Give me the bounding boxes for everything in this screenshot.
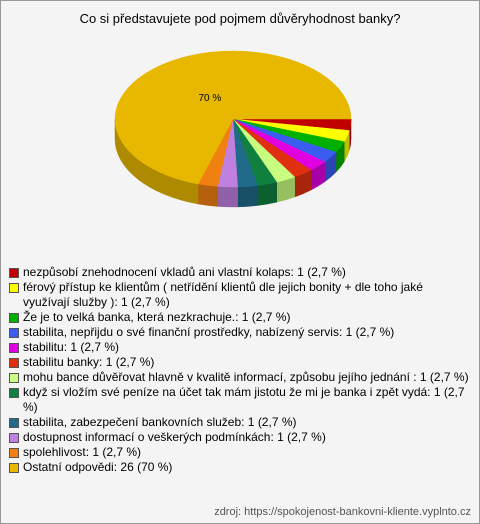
legend-swatch <box>9 313 19 323</box>
legend-item: dostupnost informací o veškerých podmínk… <box>9 430 471 445</box>
legend-label: stabilita, zabezpečení bankovních služeb… <box>23 415 297 429</box>
legend-label: stabilitu: 1 (2,7 %) <box>23 340 120 354</box>
legend-label: stabilitu banky: 1 (2,7 %) <box>23 355 155 369</box>
legend-swatch <box>9 268 19 278</box>
legend-label: stabilita, nepřijdu o své finanční prost… <box>23 325 395 339</box>
legend-swatch <box>9 373 19 383</box>
legend-label: Ostatní odpovědi: 26 (70 %) <box>23 460 173 474</box>
legend-label: dostupnost informací o veškerých podmínk… <box>23 430 326 444</box>
legend-label: spolehlivost: 1 (2,7 %) <box>23 445 142 459</box>
legend-item: stabilitu: 1 (2,7 %) <box>9 340 471 355</box>
legend-swatch <box>9 328 19 338</box>
legend: nezpůsobí znehodnocení vkladů ani vlastn… <box>9 265 471 475</box>
legend-swatch <box>9 463 19 473</box>
legend-swatch <box>9 358 19 368</box>
legend-swatch <box>9 283 19 293</box>
legend-item: stabilita, nepřijdu o své finanční prost… <box>9 325 471 340</box>
legend-item: Že je to velká banka, která nezkrachuje.… <box>9 310 471 325</box>
chart-title: Co si představujete pod pojmem důvěryhod… <box>80 11 401 26</box>
legend-swatch <box>9 448 19 458</box>
slice-label: 70 % <box>199 93 222 104</box>
legend-label: nezpůsobí znehodnocení vkladů ani vlastn… <box>23 265 346 279</box>
slice-side <box>197 183 218 207</box>
legend-swatch <box>9 433 19 443</box>
slice-side <box>257 181 277 206</box>
legend-label: když si vložím své peníze na účet tak má… <box>23 385 465 414</box>
legend-label: Že je to velká banka, která nezkrachuje.… <box>23 310 291 324</box>
legend-label: férový přístup ke klientům ( netřídění k… <box>23 280 423 309</box>
slice <box>114 50 352 185</box>
legend-item: Ostatní odpovědi: 26 (70 %) <box>9 460 471 475</box>
legend-label: mohu bance důvěřovat hlavně v kvalitě in… <box>23 370 469 384</box>
slice-side <box>217 186 238 208</box>
legend-swatch <box>9 418 19 428</box>
legend-item: mohu bance důvěřovat hlavně v kvalitě in… <box>9 370 471 385</box>
legend-item: stabilitu banky: 1 (2,7 %) <box>9 355 471 370</box>
legend-item: když si vložím své peníze na účet tak má… <box>9 385 471 415</box>
source: zdroj: https://spokojenost-bankovni-klie… <box>214 506 471 518</box>
slice-side <box>237 185 258 208</box>
legend-item: stabilita, zabezpečení bankovních služeb… <box>9 415 471 430</box>
legend-item: spolehlivost: 1 (2,7 %) <box>9 445 471 460</box>
legend-swatch <box>9 343 19 353</box>
legend-item: nezpůsobí znehodnocení vkladů ani vlastn… <box>9 265 471 280</box>
legend-item: férový přístup ke klientům ( netřídění k… <box>9 280 471 310</box>
pie-area: Co si představujete pod pojmem důvěryhod… <box>80 11 401 208</box>
legend-swatch <box>9 388 19 398</box>
